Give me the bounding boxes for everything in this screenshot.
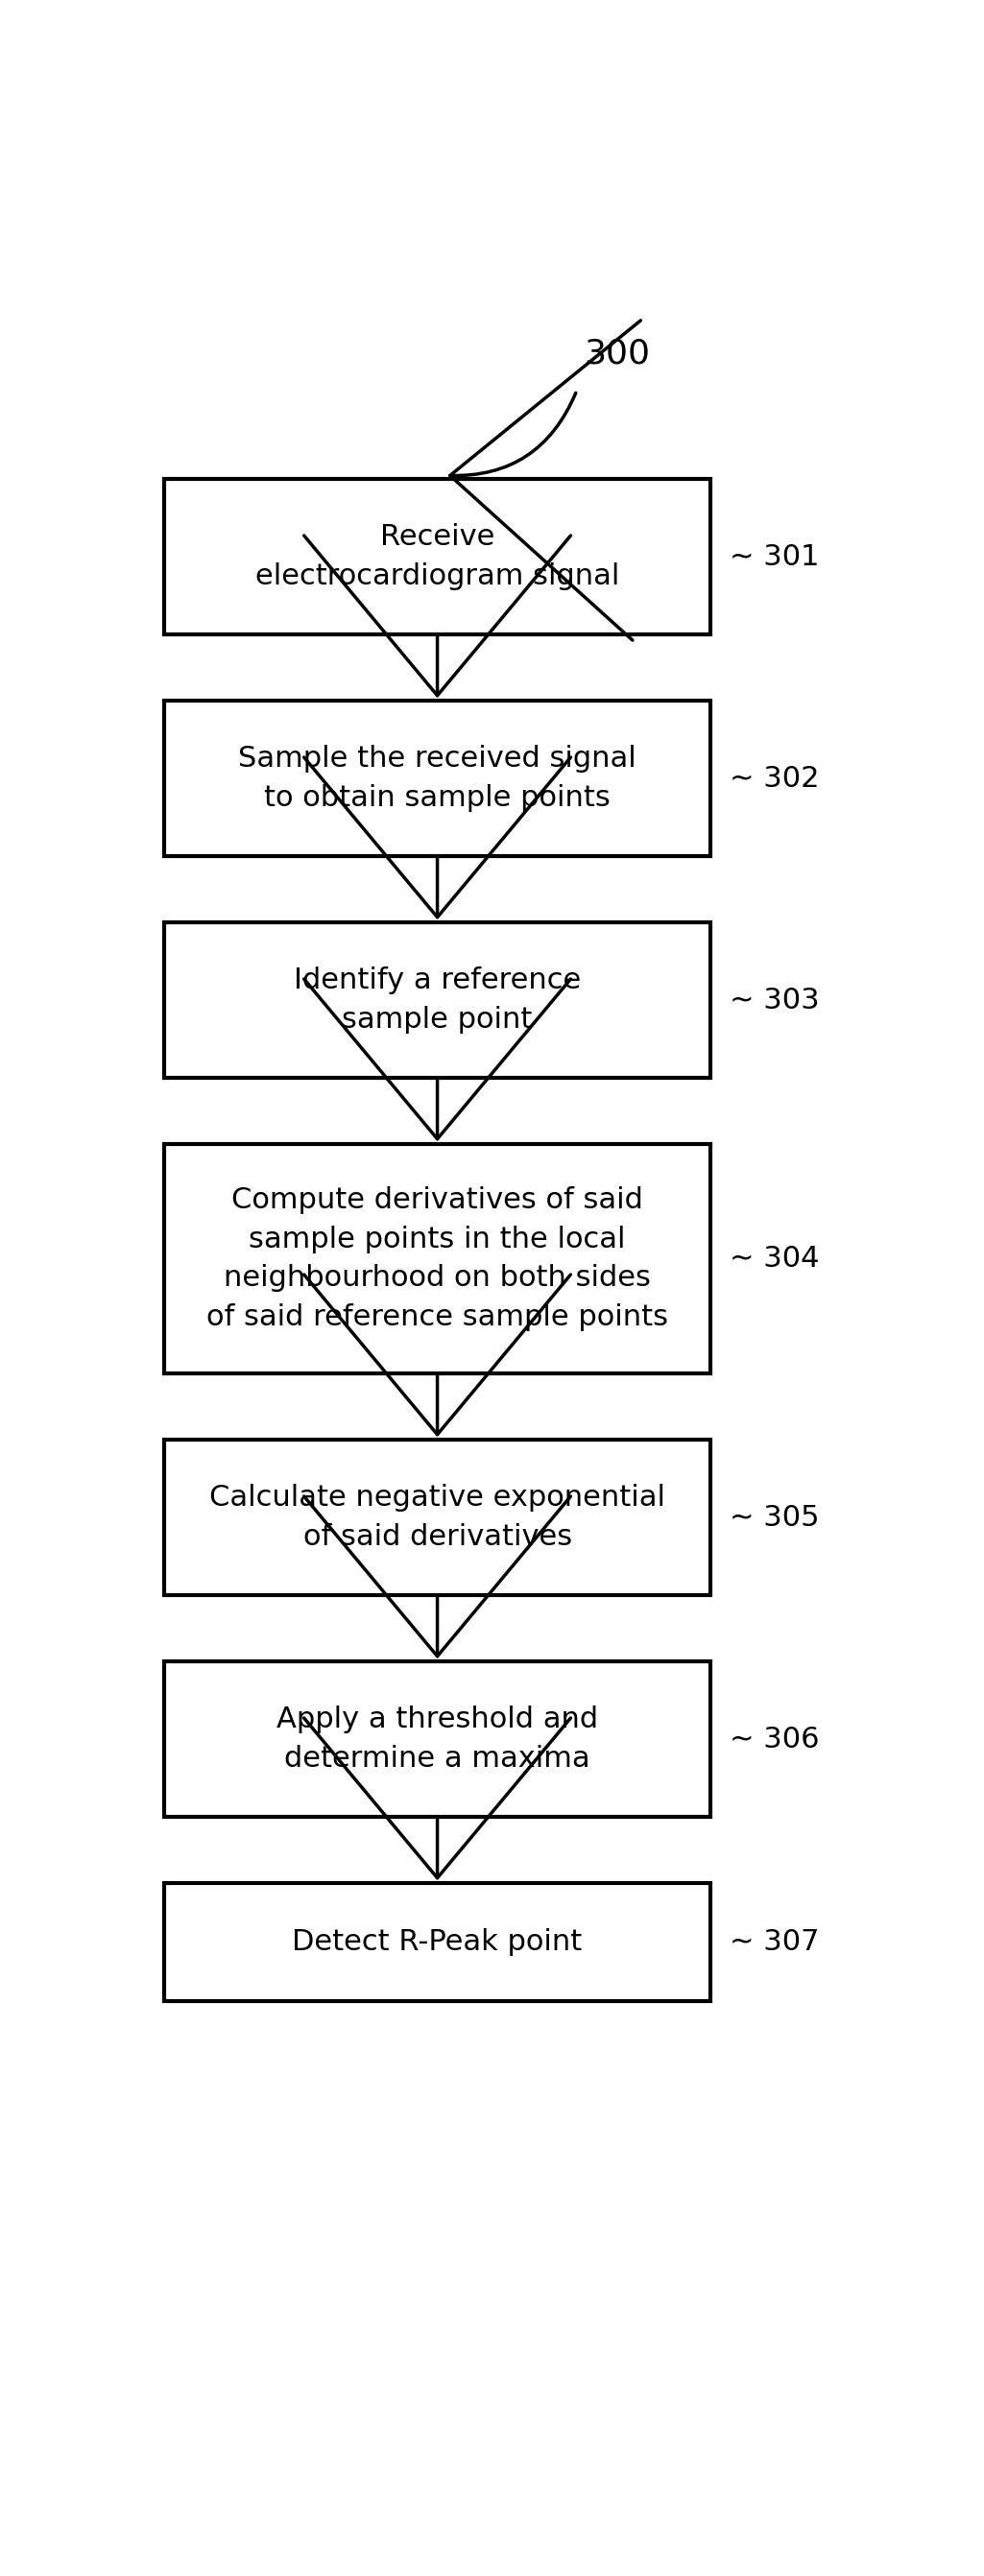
Text: ∼ 301: ∼ 301 — [729, 544, 819, 572]
Text: Receive
electrocardiogram signal: Receive electrocardiogram signal — [255, 523, 620, 590]
Bar — [164, 1144, 710, 1373]
Text: Compute derivatives of said
sample points in the local
neighbourhood on both sid: Compute derivatives of said sample point… — [207, 1188, 668, 1332]
Text: ∼ 304: ∼ 304 — [729, 1244, 819, 1273]
Text: 300: 300 — [584, 337, 650, 371]
Text: Identify a reference
sample point: Identify a reference sample point — [293, 966, 581, 1033]
Bar — [164, 1662, 710, 1816]
Text: ∼ 306: ∼ 306 — [729, 1726, 819, 1754]
Text: ∼ 303: ∼ 303 — [729, 987, 820, 1015]
Text: Detect R-Peak point: Detect R-Peak point — [292, 1929, 583, 1955]
Bar — [164, 701, 710, 855]
Text: ∼ 307: ∼ 307 — [729, 1929, 819, 1955]
Bar — [164, 1440, 710, 1595]
Bar — [164, 479, 710, 634]
Text: Sample the received signal
to obtain sample points: Sample the received signal to obtain sam… — [238, 744, 637, 811]
Bar — [164, 1883, 710, 2002]
Text: ∼ 302: ∼ 302 — [729, 765, 819, 793]
Text: Calculate negative exponential
of said derivatives: Calculate negative exponential of said d… — [210, 1484, 665, 1551]
Text: Apply a threshold and
determine a maxima: Apply a threshold and determine a maxima — [277, 1705, 598, 1772]
Text: ∼ 305: ∼ 305 — [729, 1504, 819, 1530]
Bar — [164, 922, 710, 1077]
